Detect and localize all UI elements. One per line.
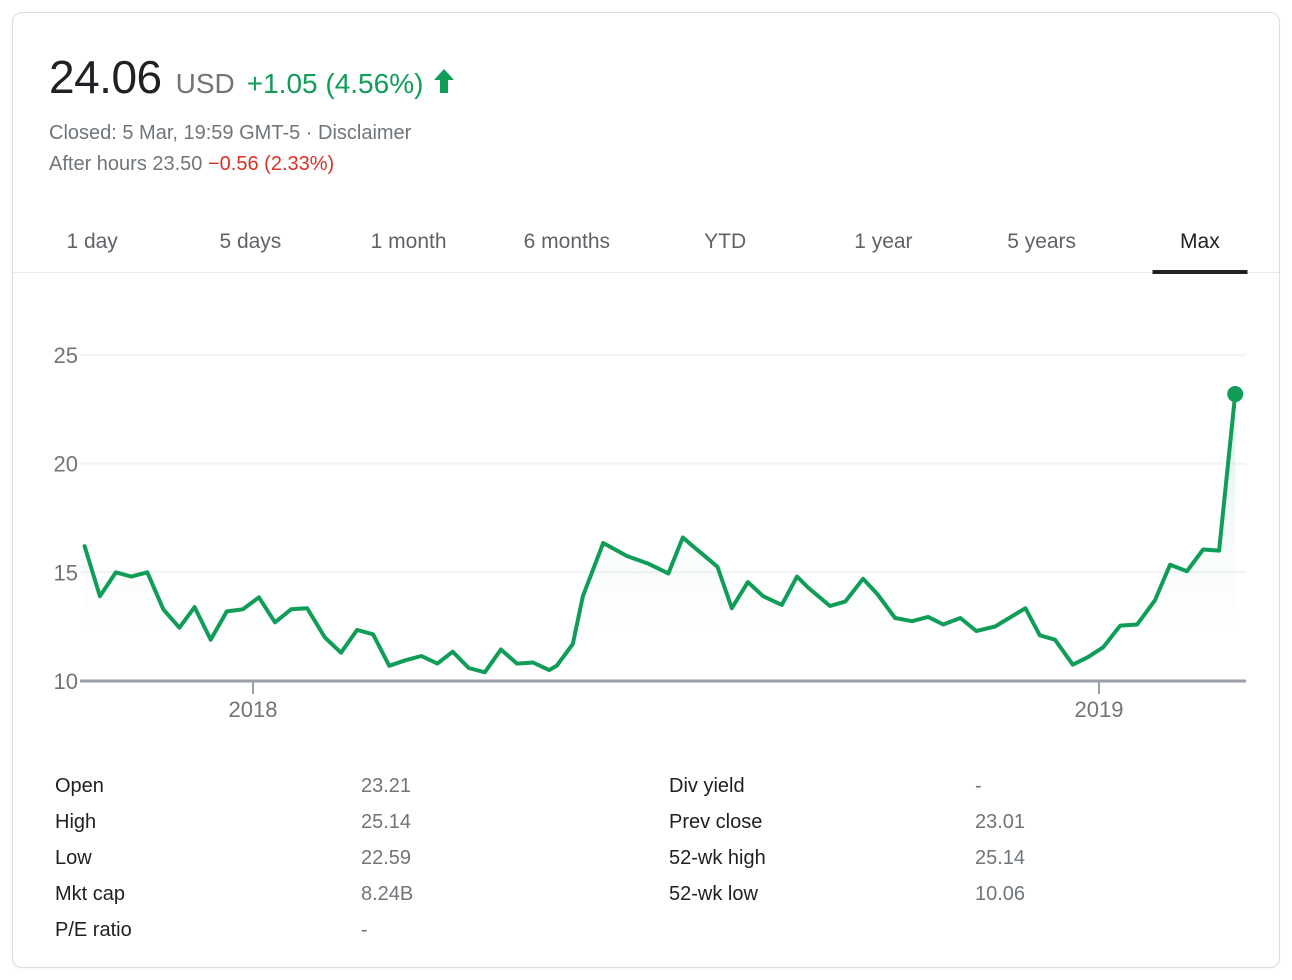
stat-row: High 25.14 (55, 804, 646, 840)
stats-column-left: Open 23.21 High 25.14 Low 22.59 Mkt cap 8.24B P/… (49, 768, 646, 948)
tab-label: 1 year (854, 230, 913, 253)
stat-value: 10.06 (975, 882, 1026, 905)
stock-quote-card: 24.06 USD +1.05 (4.56%) Closed: 5 Mar, 1… (12, 12, 1280, 968)
key-stats-table: Open 23.21 High 25.14 Low 22.59 Mkt cap 8.24B P/… (13, 728, 1279, 948)
y-axis-tick-label: 25 (54, 343, 78, 368)
latest-price-dot (1227, 386, 1244, 403)
active-tab-underline (1152, 270, 1248, 274)
stat-label: Mkt cap (55, 882, 126, 905)
stat-value: 23.21 (361, 774, 412, 797)
market-status-line: Closed: 5 Mar, 19:59 GMT-5 · Disclaimer (49, 120, 1243, 147)
tab-label: 5 days (219, 230, 282, 253)
stat-value: 25.14 (975, 846, 1026, 869)
stat-value: - (975, 774, 982, 797)
stat-label: Prev close (669, 810, 763, 833)
stat-value: - (361, 918, 368, 941)
stat-row: 52-wk low 10.06 (669, 876, 1243, 912)
stat-label: 52-wk low (669, 882, 758, 905)
stat-value: 8.24B (361, 882, 414, 905)
after-hours-change: −0.56 (2.33%) (208, 153, 335, 175)
stat-value: 23.01 (975, 810, 1026, 833)
stat-label: Open (55, 774, 104, 797)
disclaimer-link[interactable]: Disclaimer (318, 122, 412, 144)
time-range-tabs: 1 day 5 days 1 month 6 months YTD 1 year 5 yea… (13, 198, 1279, 274)
tab-label: 1 day (66, 230, 118, 253)
stat-row: Low 22.59 (55, 840, 646, 876)
closed-status: Closed: 5 Mar, 19:59 GMT-5 · (49, 122, 313, 144)
quote-header: 24.06 USD +1.05 (4.56%) Closed: 5 Mar, 1… (13, 13, 1279, 178)
y-axis-tick-label: 15 (54, 560, 78, 585)
stock-price: 24.06 (49, 51, 162, 103)
tab-label: 6 months (523, 230, 611, 253)
tab-label: Max (1180, 230, 1220, 253)
tab-label: 1 month (370, 230, 447, 253)
stat-row: Div yield - (669, 768, 1243, 804)
after-hours-price: After hours 23.50 (49, 153, 203, 175)
stat-row: 52-wk high 25.14 (669, 840, 1243, 876)
price-chart[interactable]: 10 15 20 25 2018 2019 (13, 273, 1279, 728)
stat-label: 52-wk high (669, 846, 766, 869)
tab-1-day[interactable]: 1 day (13, 198, 171, 272)
tab-label: YTD (704, 230, 747, 253)
price-change: +1.05 (4.56%) (246, 68, 424, 99)
stat-row: P/E ratio - (55, 912, 646, 948)
stat-value: 22.59 (361, 846, 412, 869)
stat-row: Prev close 23.01 (669, 804, 1243, 840)
y-axis-tick-label: 10 (54, 669, 78, 694)
stat-row: Open 23.21 (55, 768, 646, 804)
stat-label: Low (55, 846, 92, 869)
stat-label: Div yield (669, 774, 745, 797)
tab-5-years[interactable]: 5 years (963, 198, 1121, 272)
stat-label: P/E ratio (55, 918, 132, 941)
tab-ytd[interactable]: YTD (646, 198, 804, 272)
area-fill (84, 394, 1236, 681)
tab-1-month[interactable]: 1 month (330, 198, 488, 272)
tab-label: 5 years (1007, 230, 1077, 253)
currency-label: USD (175, 68, 235, 99)
tab-max[interactable]: Max (1121, 198, 1279, 274)
stat-row: Mkt cap 8.24B (55, 876, 646, 912)
stats-column-right: Div yield - Prev close 23.01 52-wk high 25.14… (646, 768, 1243, 948)
up-arrow-icon (433, 68, 455, 93)
price-row: 24.06 USD +1.05 (4.56%) (49, 51, 1243, 110)
stat-label: High (55, 810, 97, 833)
y-axis-tick-label: 20 (54, 452, 78, 477)
stat-value: 25.14 (361, 810, 412, 833)
x-axis-tick-label: 2018 (229, 697, 278, 722)
x-axis-tick-label: 2019 (1075, 697, 1124, 722)
tab-1-year[interactable]: 1 year (804, 198, 962, 272)
tab-6-months[interactable]: 6 months (488, 198, 646, 272)
tab-5-days[interactable]: 5 days (171, 198, 329, 272)
after-hours-line: After hours 23.50 −0.56 (2.33%) (49, 151, 1243, 178)
price-line (82, 392, 1238, 675)
chart-svg: 10 15 20 25 2018 2019 (54, 343, 1246, 722)
